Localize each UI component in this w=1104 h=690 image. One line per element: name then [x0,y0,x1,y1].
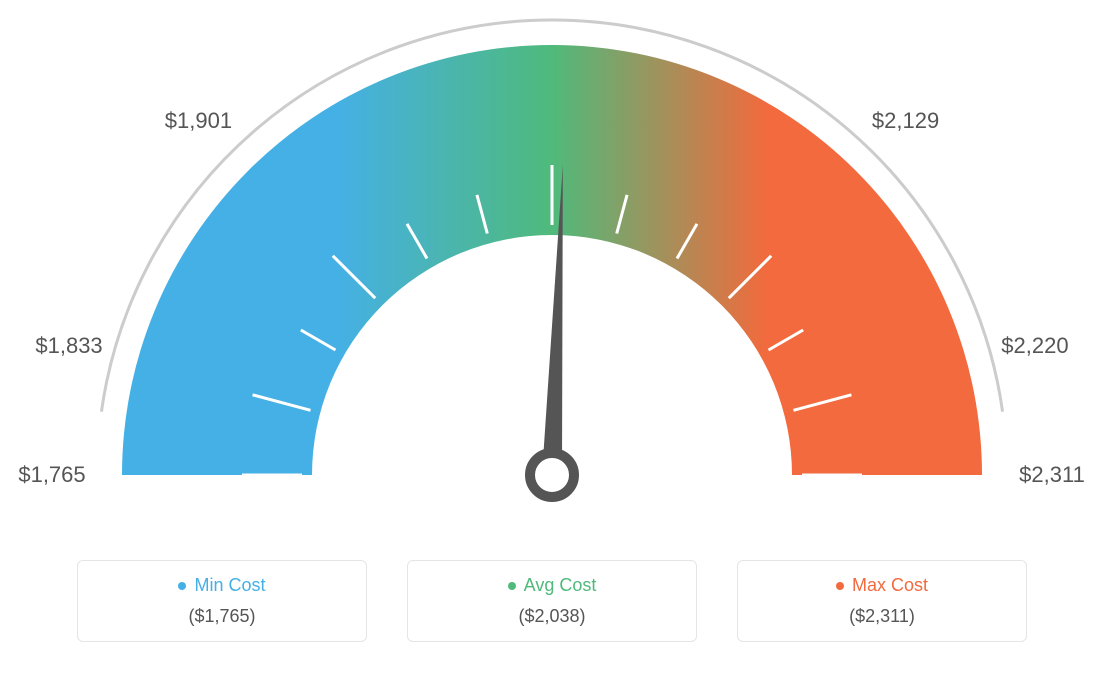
gauge-chart: $1,765$1,833$1,901$2,038$2,129$2,220$2,3… [0,0,1104,550]
gauge-tick-label: $1,833 [35,333,102,359]
legend-value: ($1,765) [98,606,346,627]
legend-item-max: Max Cost ($2,311) [737,560,1027,642]
legend-value: ($2,038) [428,606,676,627]
dot-icon [178,582,186,590]
legend-value: ($2,311) [758,606,1006,627]
legend-label: Avg Cost [524,575,597,596]
gauge-tick-label: $1,901 [165,108,232,134]
dot-icon [508,582,516,590]
legend-item-avg: Avg Cost ($2,038) [407,560,697,642]
legend-title-avg: Avg Cost [508,575,597,596]
gauge-tick-label: $2,129 [872,108,939,134]
gauge-svg [0,0,1104,550]
gauge-tick-label: $1,765 [18,462,85,488]
legend-title-min: Min Cost [178,575,265,596]
gauge-tick-label: $2,311 [1019,462,1085,488]
gauge-tick-label: $2,220 [1001,333,1068,359]
legend-item-min: Min Cost ($1,765) [77,560,367,642]
legend-label: Min Cost [194,575,265,596]
legend-title-max: Max Cost [836,575,928,596]
dot-icon [836,582,844,590]
legend-label: Max Cost [852,575,928,596]
legend-row: Min Cost ($1,765) Avg Cost ($2,038) Max … [0,560,1104,642]
